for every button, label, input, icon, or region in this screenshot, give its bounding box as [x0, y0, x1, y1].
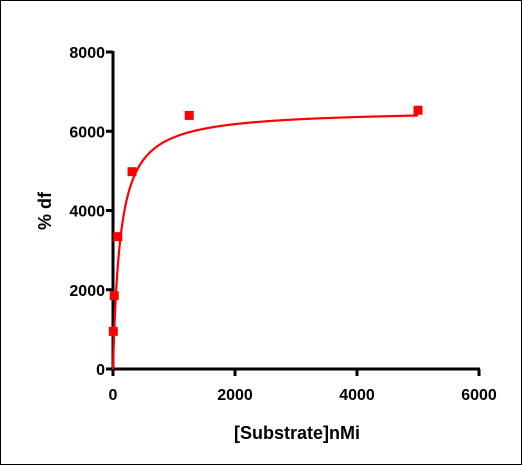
y-tick-label: 0: [96, 362, 105, 379]
data-point: [108, 326, 118, 336]
y-tick-label: 6000: [69, 124, 105, 141]
x-tick-label: 6000: [461, 387, 497, 404]
y-tick-label: 4000: [69, 204, 105, 221]
fit-curve-layer: [111, 114, 419, 369]
y-axis-title: % df: [35, 191, 55, 230]
x-axis-title: [Substrate]nMi: [234, 423, 360, 443]
data-point: [109, 291, 119, 301]
axes: 0 2000 4000 6000 0 2000 4000 6000 8000: [69, 45, 496, 404]
x-tick-label: 2000: [217, 387, 253, 404]
y-tick-label: 8000: [69, 45, 105, 62]
x-tick-label: 4000: [339, 387, 375, 404]
fit-curve: [111, 114, 419, 369]
data-point: [127, 167, 137, 177]
data-point: [184, 110, 194, 120]
data-points-layer: [108, 105, 423, 336]
data-point: [113, 232, 123, 242]
x-tick-label: 0: [109, 387, 118, 404]
data-point: [413, 105, 423, 115]
y-tick-label: 2000: [69, 283, 105, 300]
